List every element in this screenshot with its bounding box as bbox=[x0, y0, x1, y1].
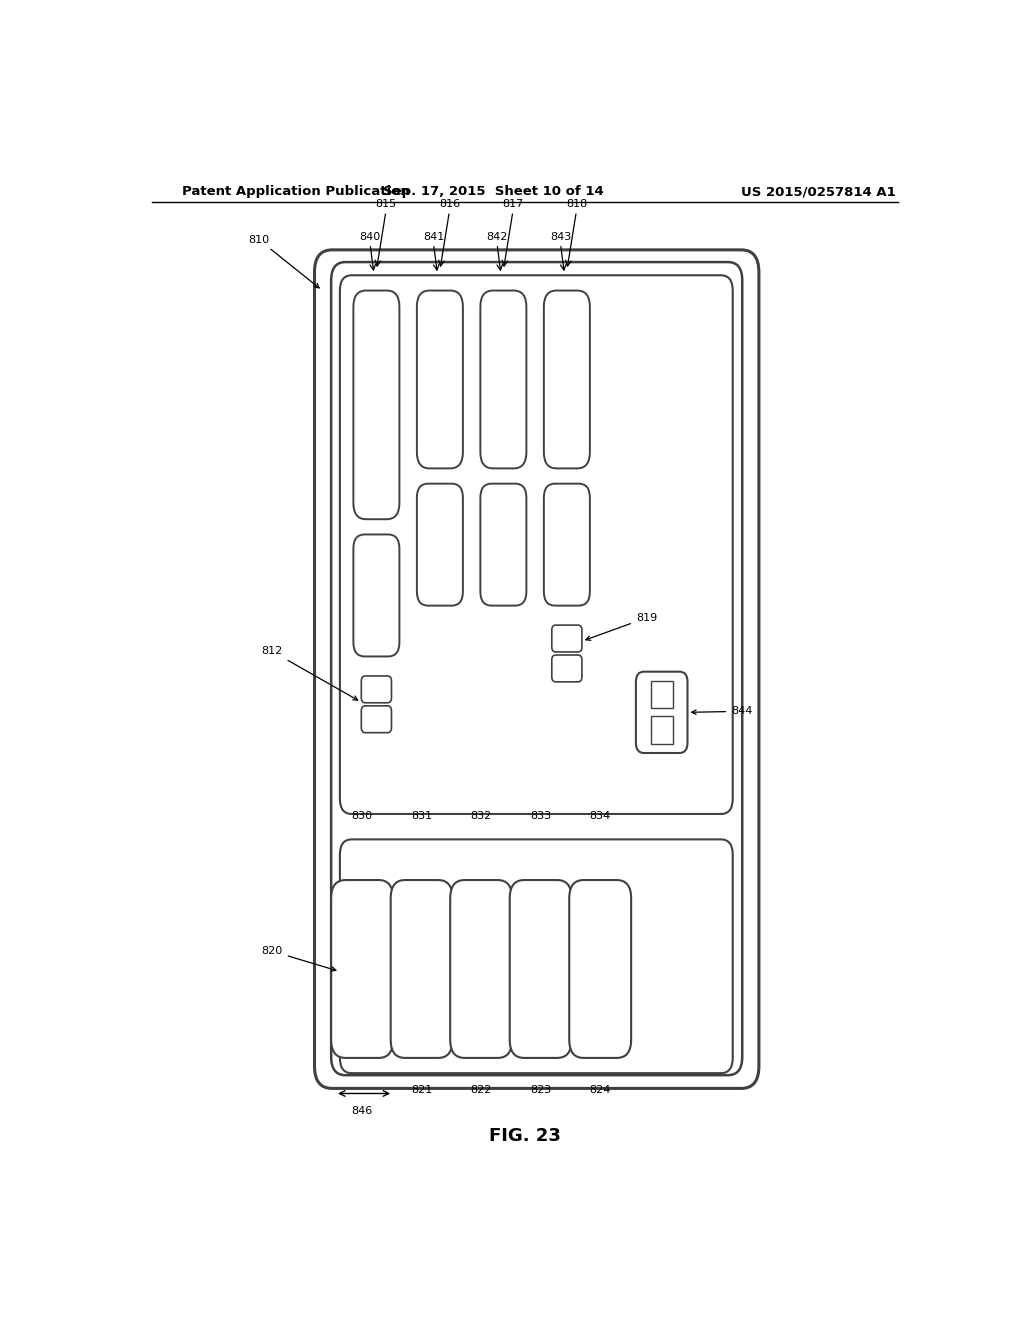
Text: 841: 841 bbox=[423, 232, 444, 242]
FancyBboxPatch shape bbox=[417, 483, 463, 606]
Text: 843: 843 bbox=[550, 232, 571, 242]
FancyBboxPatch shape bbox=[361, 676, 391, 702]
FancyBboxPatch shape bbox=[552, 655, 582, 682]
Text: 812: 812 bbox=[261, 647, 357, 700]
Bar bbox=[651, 681, 673, 709]
Text: 846: 846 bbox=[351, 1106, 373, 1115]
FancyBboxPatch shape bbox=[480, 483, 526, 606]
Text: US 2015/0257814 A1: US 2015/0257814 A1 bbox=[741, 185, 896, 198]
Text: 820: 820 bbox=[261, 946, 336, 972]
FancyBboxPatch shape bbox=[340, 276, 733, 814]
FancyBboxPatch shape bbox=[544, 483, 590, 606]
FancyBboxPatch shape bbox=[417, 290, 463, 469]
Text: 819: 819 bbox=[586, 612, 657, 640]
FancyBboxPatch shape bbox=[331, 263, 742, 1076]
FancyBboxPatch shape bbox=[569, 880, 631, 1057]
Text: 830: 830 bbox=[351, 810, 373, 821]
Text: 823: 823 bbox=[530, 1085, 551, 1096]
Text: 810: 810 bbox=[249, 235, 319, 288]
FancyBboxPatch shape bbox=[353, 535, 399, 656]
FancyBboxPatch shape bbox=[331, 880, 393, 1057]
Text: Patent Application Publication: Patent Application Publication bbox=[182, 185, 410, 198]
FancyBboxPatch shape bbox=[544, 290, 590, 469]
FancyBboxPatch shape bbox=[314, 249, 759, 1089]
FancyBboxPatch shape bbox=[552, 626, 582, 652]
FancyBboxPatch shape bbox=[480, 290, 526, 469]
FancyBboxPatch shape bbox=[361, 706, 391, 733]
Text: 844: 844 bbox=[691, 706, 753, 717]
FancyBboxPatch shape bbox=[353, 290, 399, 519]
Text: Sep. 17, 2015  Sheet 10 of 14: Sep. 17, 2015 Sheet 10 of 14 bbox=[383, 185, 603, 198]
FancyBboxPatch shape bbox=[510, 880, 571, 1057]
Text: 815: 815 bbox=[376, 199, 396, 210]
Text: 842: 842 bbox=[486, 232, 508, 242]
Text: 824: 824 bbox=[590, 1085, 611, 1096]
Text: 840: 840 bbox=[359, 232, 381, 242]
Text: 834: 834 bbox=[590, 810, 611, 821]
Text: 818: 818 bbox=[565, 199, 587, 210]
FancyBboxPatch shape bbox=[636, 672, 687, 752]
Text: 832: 832 bbox=[470, 810, 492, 821]
FancyBboxPatch shape bbox=[391, 880, 453, 1057]
Text: 816: 816 bbox=[439, 199, 460, 210]
FancyBboxPatch shape bbox=[451, 880, 512, 1057]
Text: 821: 821 bbox=[411, 1085, 432, 1096]
Text: FIG. 23: FIG. 23 bbox=[488, 1127, 561, 1146]
Text: 817: 817 bbox=[502, 199, 523, 210]
Text: 831: 831 bbox=[411, 810, 432, 821]
Text: 833: 833 bbox=[530, 810, 551, 821]
FancyBboxPatch shape bbox=[340, 840, 733, 1073]
Text: 822: 822 bbox=[470, 1085, 492, 1096]
Bar bbox=[651, 717, 673, 744]
